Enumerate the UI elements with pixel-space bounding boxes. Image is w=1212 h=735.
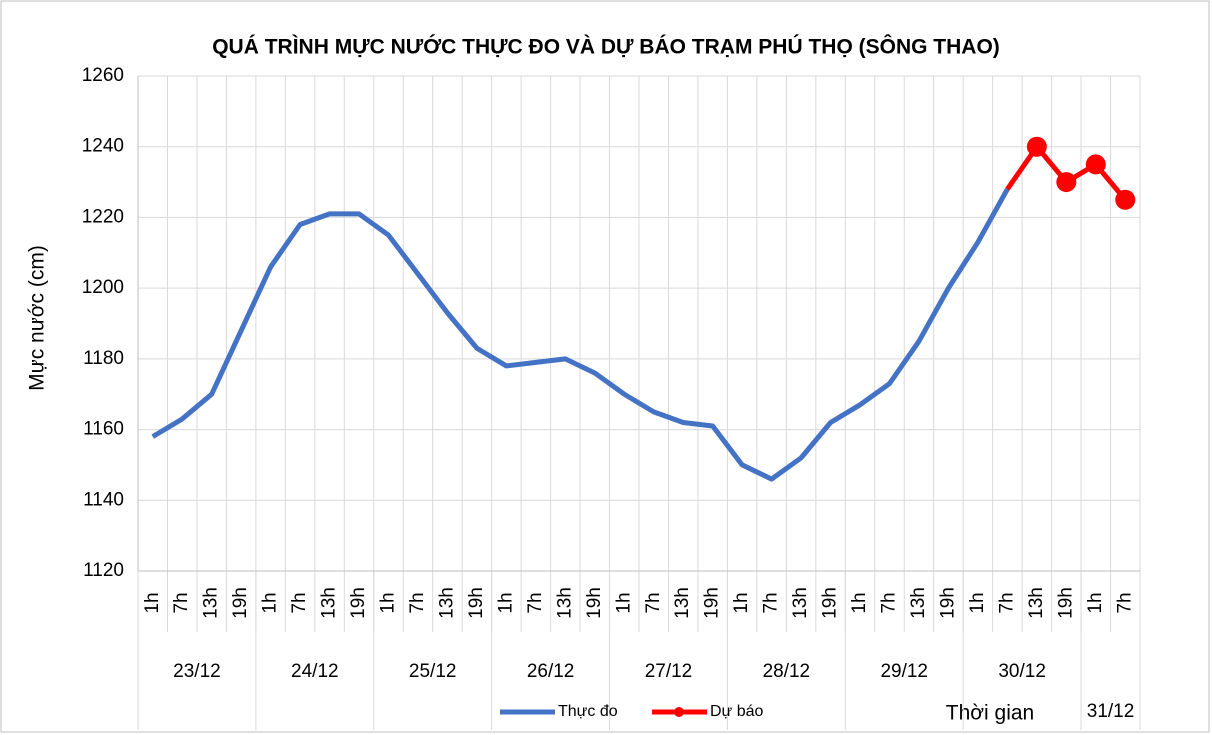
group-label: 31/12 [1087,701,1135,722]
x-tick-label: 7h [761,592,782,613]
series-line [151,187,1010,482]
x-tick-label: 1h [967,592,988,613]
group-label: 24/12 [291,661,339,682]
legend-label: Dự báo [710,703,764,720]
chart-title: QUÁ TRÌNH MỰC NƯỚC THỰC ĐO VÀ DỰ BÁO TRẠ… [212,35,1000,59]
y-tick-label: 1260 [82,65,124,86]
x-tick-label: 13h [672,587,693,619]
group-label: 26/12 [527,661,575,682]
x-tick-label: 19h [584,587,605,619]
y-tick-label: 1180 [83,348,124,369]
x-tick-label: 7h [407,592,428,613]
x-tick-label: 19h [348,587,369,619]
x-tick-label: 19h [466,587,487,619]
x-tick-label: 7h [289,592,310,613]
group-label: 25/12 [409,661,457,682]
x-tick-label: 7h [525,592,546,613]
x-tick-label: 13h [201,587,222,619]
x-tick-label: 7h [171,592,192,613]
marker [1056,172,1077,193]
x-tick-label: 13h [790,587,811,619]
x-tick-label: 7h [643,592,664,613]
x-tick-label: 19h [937,587,958,619]
x-tick-label: 7h [996,592,1017,613]
x-tick-label: 1h [378,592,399,613]
x-tick-label: 1h [613,592,634,613]
marker [1026,136,1047,157]
y-tick-label: 1140 [83,489,124,510]
y-tick-label: 1220 [82,206,124,227]
x-tick-label: 19h [702,587,723,619]
x-tick-label: 7h [1114,592,1135,613]
legend-label: Thực đo [558,703,618,720]
group-label: 23/12 [173,661,221,682]
x-tick-label: 1h [495,592,516,613]
group-label: 29/12 [880,661,928,682]
group-label: 27/12 [645,661,693,682]
group-label: 28/12 [763,661,811,682]
x-axis-label: Thời gian [946,702,1034,725]
y-tick-label: 1160 [83,419,124,440]
x-tick-label: 1h [1085,592,1106,613]
x-tick-label: 13h [1026,587,1047,619]
x-tick-label: 1h [731,592,752,613]
x-tick-label: 19h [1055,587,1076,619]
x-tick-label: 19h [820,587,841,619]
marker [1085,154,1106,175]
x-tick-label: 13h [554,587,575,619]
legend-marker [674,707,684,717]
x-tick-label: 1h [260,592,281,613]
y-tick-label: 1120 [83,560,124,581]
x-tick-label: 13h [908,587,929,619]
x-tick-label: 7h [879,592,900,613]
x-tick-label: 1h [142,592,163,613]
x-tick-label: 19h [230,587,251,619]
y-tick-label: 1200 [82,277,124,298]
y-axis-label: Mực nước (cm) [26,245,49,391]
x-tick-label: 13h [319,587,340,619]
x-tick-label: 13h [436,587,457,619]
y-tick-label: 1240 [82,136,124,157]
x-tick-label: 1h [849,592,870,613]
marker [1115,189,1136,210]
group-label: 30/12 [998,661,1046,682]
